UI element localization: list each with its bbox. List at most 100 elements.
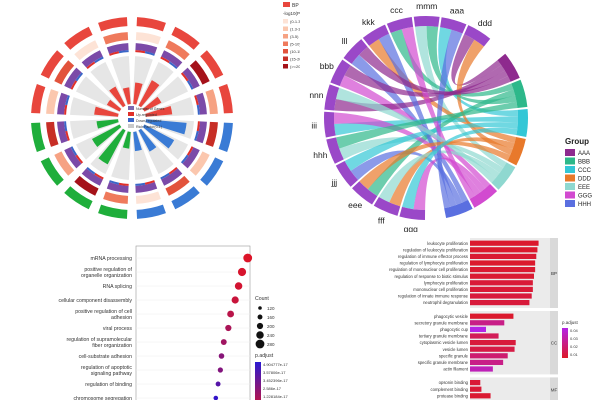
chord-ribbon — [359, 46, 511, 95]
dot-term-label: positive regulation of organelle organiza… — [81, 267, 133, 279]
sector-down-band — [75, 72, 84, 82]
sector-gene-count-band — [196, 92, 207, 115]
sector-up-band — [135, 50, 146, 54]
sector-up-band — [65, 130, 70, 141]
center-legend-swatch — [128, 106, 134, 110]
sector-up-band — [94, 172, 104, 180]
chord-segment-label: jjj — [331, 177, 338, 187]
bar-category-label: phagocytic vesicle — [434, 314, 469, 319]
sector-gene-count-band — [196, 121, 207, 144]
sector-up-band — [168, 166, 178, 175]
dot-term-label: RNA splicing — [103, 284, 133, 290]
sector-pvalue-band — [165, 175, 190, 196]
sector-gene-count-band — [106, 182, 129, 193]
dot-term-label-line: adhesion — [111, 315, 132, 321]
bar — [470, 280, 533, 286]
sector-down-band — [168, 61, 178, 70]
sector-pvalue-band — [74, 40, 99, 61]
sector-gene-count-band — [57, 121, 68, 144]
dot-term-label-line: RNA splicing — [103, 284, 133, 290]
sector-up-band — [64, 104, 68, 115]
chord-legend-label: BBB — [578, 160, 590, 166]
chord-segment-label: ddd — [478, 18, 492, 28]
size-legend-label: 200 — [267, 324, 275, 329]
size-legend-dot — [256, 331, 264, 339]
bar — [470, 326, 486, 332]
sector-pvalue-band — [189, 60, 210, 85]
sector-pvalue-band — [46, 89, 59, 115]
sector-pvalue-band — [135, 32, 161, 45]
group-legend-label: BP — [292, 3, 299, 9]
dot-term-label: viral process — [103, 326, 133, 332]
bar-category-label: leukocyte proliferation — [427, 241, 468, 246]
bar — [470, 393, 491, 399]
pvalue-legend-label: (1.3-3) — [290, 27, 300, 32]
sector-gene-count-band — [64, 147, 82, 169]
sector-outer-band — [98, 204, 128, 219]
color-legend-label: 3.452396e-17 — [263, 378, 288, 383]
chord-segment-label: hhh — [313, 150, 327, 160]
bar-category-label: regulation of innate immune response — [398, 294, 469, 299]
bar-color-legend-label: 0.02 — [570, 344, 579, 349]
chord-legend-label: AAA — [578, 151, 590, 157]
chord-ribbon — [369, 39, 517, 144]
chord-group-segment — [511, 79, 528, 109]
bar-category-label: phagocytic cup — [440, 327, 469, 332]
chord-label-segment — [399, 206, 426, 220]
dot-point — [237, 267, 247, 277]
bar-color-legend-label: 0.04 — [570, 328, 579, 333]
bar-category-label: regulation of leukocyte proliferation — [403, 247, 469, 252]
bar — [470, 386, 482, 392]
dot-point — [227, 310, 235, 318]
sector-outer-band — [200, 50, 224, 79]
pvalue-legend-label: (15-20) — [290, 57, 300, 62]
dot-term-label-line: mRNA processing — [90, 256, 132, 262]
size-legend-dot — [255, 339, 265, 349]
bar-color-legend-title: p.adjust — [562, 320, 579, 325]
chord-label-segment — [324, 84, 340, 111]
chord-legend-label: DDD — [578, 177, 592, 183]
chord-chart: ddd aaa mmm ccc kkk lll bbb nnn iii hhh jjj eee fff g… — [309, 1, 592, 232]
facet-strip — [550, 238, 558, 308]
color-legend-bar — [255, 362, 261, 400]
sector-down-band — [64, 121, 68, 132]
sector-down-band — [186, 80, 194, 90]
sector-bar — [106, 99, 122, 112]
chord-label-segment — [386, 17, 414, 34]
bar-category-label: opsonin binding — [439, 380, 469, 385]
chord-segment-label: ggg — [404, 224, 418, 232]
sector-pvalue-band — [165, 40, 190, 61]
bar — [470, 300, 530, 306]
chord-segment-label: mmm — [416, 1, 437, 11]
bar-category-label: regulation of mononuclear cell prolifera… — [389, 267, 469, 272]
chord-ribbon — [344, 65, 508, 97]
chord-ribbon — [334, 112, 481, 196]
dot-term-label-line: regulation of binding — [85, 382, 132, 388]
sector-bar — [94, 106, 119, 117]
bar — [470, 320, 505, 326]
size-legend-dot — [256, 322, 264, 330]
dot-point — [243, 253, 253, 263]
sector-pvalue-band — [135, 191, 161, 204]
dot-term-label-line: organelle organization — [81, 273, 132, 279]
sector-up-band — [186, 146, 194, 156]
chord-segment-label: ccc — [390, 5, 404, 15]
chord-segment-label: kkk — [362, 17, 376, 27]
sector-up-band — [109, 51, 120, 56]
chord-ribbon — [335, 87, 496, 183]
bar-category-label: regulation of immune effector process — [398, 254, 468, 259]
sector-gene-count-band — [81, 50, 103, 68]
dot-point — [234, 282, 243, 290]
bar — [470, 286, 533, 292]
chord-ribbon — [336, 101, 518, 149]
sector-pvalue-band — [54, 151, 75, 176]
size-legend-label: 280 — [267, 342, 275, 347]
facet-strip-label: BP — [551, 271, 557, 276]
bar-category-label: tertiary granule membrane — [419, 334, 469, 339]
sector-up-band — [86, 61, 96, 70]
pvalue-legend-swatch — [283, 34, 288, 39]
chord-legend-swatch — [565, 191, 575, 199]
dot-point — [213, 395, 219, 400]
facet-strip-label: CC — [551, 341, 558, 346]
sector-gene-count-band — [81, 168, 103, 186]
